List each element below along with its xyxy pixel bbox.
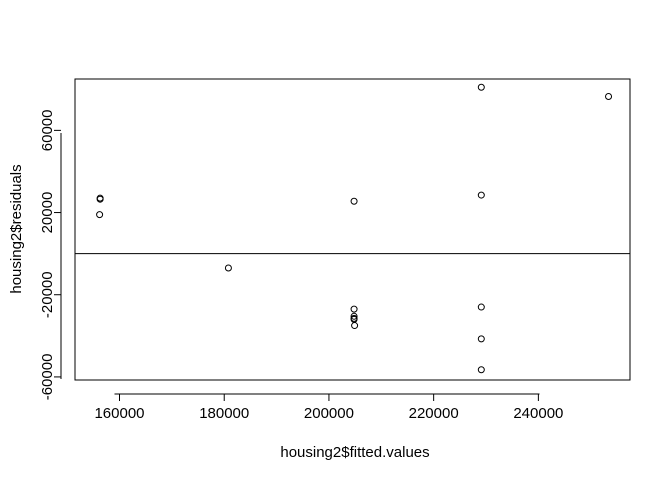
data-point: [477, 83, 485, 91]
data-point: [96, 195, 104, 203]
x-axis-ticks: 160000 180000 200000 220000 240000: [94, 394, 563, 422]
data-point: [224, 264, 232, 272]
y-axis-ticks: -60000 -20000 20000 60000: [39, 110, 61, 401]
x-tick-label: 240000: [513, 405, 563, 422]
data-point: [477, 366, 485, 374]
data-point: [605, 92, 613, 100]
data-point: [477, 303, 485, 311]
y-tick-label: -20000: [39, 271, 56, 318]
data-point: [350, 305, 358, 313]
data-point: [477, 191, 485, 199]
data-point: [350, 197, 358, 205]
y-tick-label: -60000: [39, 354, 56, 401]
data-point: [477, 335, 485, 343]
data-point: [350, 312, 358, 320]
plot-frame: [74, 78, 631, 381]
data-points: [96, 83, 613, 374]
y-tick-label: 20000: [39, 192, 56, 234]
x-axis-title: housing2$fitted.values: [280, 444, 429, 461]
y-axis-title: housing2$residuals: [8, 164, 25, 293]
x-tick-label: 220000: [409, 405, 459, 422]
y-tick-label: 60000: [39, 110, 56, 152]
data-point: [351, 322, 359, 330]
data-point: [96, 211, 104, 219]
x-tick-label: 160000: [94, 405, 144, 422]
x-tick-label: 200000: [304, 405, 354, 422]
x-tick-label: 180000: [199, 405, 249, 422]
